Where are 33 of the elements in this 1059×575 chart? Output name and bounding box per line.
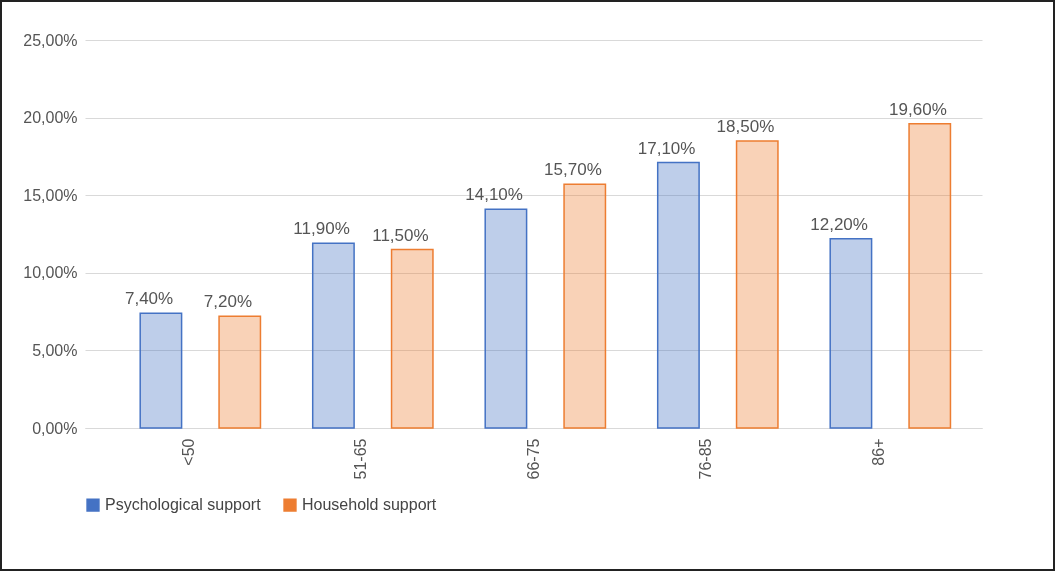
bar	[390, 248, 434, 429]
y-tick-label: 20,00%	[23, 109, 78, 127]
x-tick-label: 66-75	[524, 438, 542, 480]
legend-label: Psychological support	[105, 496, 262, 514]
bar	[563, 183, 607, 429]
x-tick-label: 86+	[869, 438, 887, 466]
data-label: 19,60%	[889, 99, 947, 119]
y-tick-label: 5,00%	[32, 341, 78, 359]
x-tick-label: 76-85	[697, 438, 714, 480]
data-label: 17,10%	[637, 138, 696, 158]
bar	[829, 237, 873, 429]
data-label: 7,20%	[203, 292, 253, 312]
data-label: 7,40%	[124, 289, 174, 309]
y-tick-label: 15,00%	[23, 186, 78, 204]
bar	[218, 315, 262, 429]
data-label: 11,50%	[372, 225, 429, 245]
bar	[908, 123, 952, 429]
x-tick-label: 51-65	[352, 438, 369, 480]
y-tick-label: 25,00%	[23, 31, 78, 49]
bar	[484, 208, 528, 429]
bar	[656, 161, 700, 429]
y-tick-label: 10,00%	[23, 264, 78, 282]
bar	[139, 312, 183, 429]
data-label: 15,70%	[544, 160, 602, 180]
data-label: 18,50%	[716, 116, 775, 136]
bar	[311, 242, 355, 429]
data-label: 14,10%	[465, 185, 523, 205]
legend-label: Household support	[302, 496, 437, 514]
data-label: 12,20%	[810, 214, 868, 234]
y-tick-label: 0,00%	[32, 419, 78, 437]
x-tick-label: <50	[179, 438, 197, 466]
bar	[735, 140, 779, 429]
data-label: 11,90%	[293, 219, 350, 239]
